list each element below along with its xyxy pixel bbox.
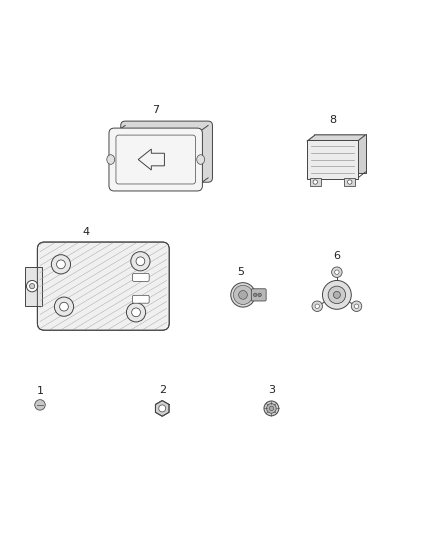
Text: 3: 3 <box>268 385 275 395</box>
FancyBboxPatch shape <box>307 140 358 179</box>
Circle shape <box>29 284 35 289</box>
Circle shape <box>351 301 362 311</box>
Circle shape <box>264 401 279 416</box>
Circle shape <box>312 301 322 311</box>
Circle shape <box>322 280 351 309</box>
Polygon shape <box>155 400 169 416</box>
FancyBboxPatch shape <box>133 273 149 281</box>
Circle shape <box>54 297 74 316</box>
Circle shape <box>60 302 68 311</box>
FancyBboxPatch shape <box>121 121 212 182</box>
Circle shape <box>26 280 38 292</box>
Circle shape <box>354 304 359 309</box>
Text: 6: 6 <box>333 251 340 261</box>
Ellipse shape <box>107 155 115 164</box>
Circle shape <box>258 293 261 297</box>
Circle shape <box>51 255 71 274</box>
Circle shape <box>348 180 352 184</box>
Circle shape <box>127 303 146 322</box>
Circle shape <box>315 304 319 309</box>
Bar <box>310 178 321 186</box>
Circle shape <box>328 286 346 304</box>
Text: 1: 1 <box>36 386 43 396</box>
FancyBboxPatch shape <box>37 242 169 330</box>
Circle shape <box>239 290 247 299</box>
FancyBboxPatch shape <box>251 289 266 301</box>
Circle shape <box>233 285 253 304</box>
Text: 2: 2 <box>159 385 166 395</box>
FancyBboxPatch shape <box>133 295 149 303</box>
Circle shape <box>267 403 276 413</box>
Circle shape <box>231 282 255 307</box>
Circle shape <box>132 308 141 317</box>
Ellipse shape <box>197 155 205 164</box>
Text: 5: 5 <box>237 266 244 277</box>
FancyBboxPatch shape <box>314 134 366 173</box>
Polygon shape <box>25 266 42 306</box>
Circle shape <box>333 292 340 298</box>
Circle shape <box>57 260 65 269</box>
Circle shape <box>131 252 150 271</box>
FancyBboxPatch shape <box>109 128 202 191</box>
Circle shape <box>332 267 342 277</box>
Circle shape <box>313 180 318 184</box>
Circle shape <box>269 406 274 410</box>
Circle shape <box>335 270 339 274</box>
Text: 8: 8 <box>329 115 336 125</box>
Polygon shape <box>307 135 365 141</box>
Circle shape <box>35 400 45 410</box>
Circle shape <box>159 405 166 412</box>
Text: 7: 7 <box>152 104 159 115</box>
Circle shape <box>254 293 257 297</box>
Text: 4: 4 <box>82 227 89 237</box>
Circle shape <box>136 257 145 265</box>
Bar <box>344 178 355 186</box>
